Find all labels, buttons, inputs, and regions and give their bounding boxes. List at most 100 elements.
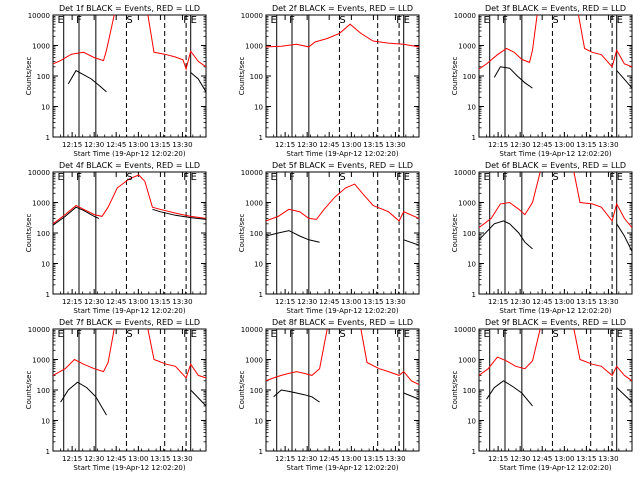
plot-frame xyxy=(478,328,633,452)
black-events-series-line xyxy=(152,208,206,220)
y-tick-label: 1000 xyxy=(458,200,476,208)
y-tick-label: 10000 xyxy=(454,326,476,334)
red-lld-series-line xyxy=(479,329,541,376)
red-lld-series-line xyxy=(53,174,206,225)
phase-marker-e: E xyxy=(270,15,276,26)
phase-marker-s: S xyxy=(552,172,558,183)
chart-panel-det5: Det 5f BLACK = Events, RED = LLD 1 10 100 10… xyxy=(238,161,420,315)
x-tick-label: 12:30 xyxy=(84,298,104,306)
x-tick-label: 12:45 xyxy=(319,141,339,149)
y-tick-label: 10 xyxy=(41,104,50,112)
y-tick-label: 10000 xyxy=(454,12,476,20)
y-tick-label: 100 xyxy=(250,73,263,81)
y-axis-label: Counts/sec xyxy=(451,371,459,410)
y-tick-label: 100 xyxy=(37,73,50,81)
x-tick-label: 13:30 xyxy=(172,455,192,463)
y-tick-label: 10000 xyxy=(454,169,476,177)
x-axis-label: Start Time (19-Apr-12 12:02:20) xyxy=(286,307,398,315)
chart-panel-det4: Det 4f BLACK = Events, RED = LLD 1 10 100 10… xyxy=(25,161,207,315)
x-tick-label: 13:30 xyxy=(385,298,405,306)
phase-marker-e: E xyxy=(191,172,197,183)
plot-frame xyxy=(478,14,633,138)
phase-marker-e: E xyxy=(191,329,197,340)
phase-marker-f: F xyxy=(609,15,615,26)
phase-marker-f: F xyxy=(183,329,189,340)
chart-title: Det 7f BLACK = Events, RED = LLD xyxy=(59,318,200,327)
x-tick-label: 12:15 xyxy=(62,298,82,306)
y-axis-label: Counts/sec xyxy=(451,57,459,96)
x-tick-label: 12:45 xyxy=(532,298,552,306)
red-lld-series-line xyxy=(573,172,632,228)
black-events-series-line xyxy=(190,72,206,93)
x-tick-label: 12:30 xyxy=(297,141,317,149)
phase-marker-f: F xyxy=(289,15,295,26)
phase-marker-e: E xyxy=(57,172,63,183)
phase-marker-e: E xyxy=(617,329,623,340)
phase-marker-s: S xyxy=(339,329,345,340)
x-tick-label: 13:00 xyxy=(554,455,574,463)
chart-title: Det 1f BLACK = Events, RED = LLD xyxy=(59,4,200,13)
black-events-series-line xyxy=(616,387,632,403)
black-events-series-line xyxy=(53,206,100,226)
red-lld-series-line xyxy=(573,329,632,382)
y-tick-label: 100 xyxy=(250,387,263,395)
y-tick-label: 10000 xyxy=(241,12,263,20)
x-tick-label: 12:15 xyxy=(488,455,508,463)
x-tick-label: 13:00 xyxy=(341,141,361,149)
y-tick-label: 10 xyxy=(41,418,50,426)
x-tick-label: 13:30 xyxy=(598,141,618,149)
black-events-series-line xyxy=(616,70,632,89)
phase-marker-e: E xyxy=(617,15,623,26)
x-tick-label: 13:15 xyxy=(576,298,596,306)
chart-title: Det 4f BLACK = Events, RED = LLD xyxy=(59,161,200,170)
x-tick-label: 13:15 xyxy=(150,298,170,306)
x-tick-label: 12:30 xyxy=(297,455,317,463)
y-axis-label: Counts/sec xyxy=(25,371,33,410)
y-tick-label: 1000 xyxy=(245,200,263,208)
x-tick-label: 13:15 xyxy=(150,141,170,149)
phase-marker-s: S xyxy=(126,15,132,26)
phase-marker-e: E xyxy=(57,329,63,340)
phase-marker-f: F xyxy=(289,329,295,340)
x-axis-label: Start Time (19-Apr-12 12:02:20) xyxy=(73,307,185,315)
black-events-series-line xyxy=(403,239,419,246)
chart-title: Det 5f BLACK = Events, RED = LLD xyxy=(272,161,413,170)
phase-marker-e: E xyxy=(404,172,410,183)
phase-marker-f: F xyxy=(502,329,508,340)
plot-frame xyxy=(52,328,207,452)
y-tick-label: 100 xyxy=(37,387,50,395)
x-tick-label: 13:00 xyxy=(341,298,361,306)
y-tick-label: 100 xyxy=(463,387,476,395)
chart-title: Det 9f BLACK = Events, RED = LLD xyxy=(485,318,626,327)
chart-panel-det9: Det 9f BLACK = Events, RED = LLD 1 10 100 10… xyxy=(451,318,633,472)
black-events-series-line xyxy=(486,380,533,407)
phase-marker-e: E xyxy=(404,15,410,26)
x-tick-label: 13:15 xyxy=(363,455,383,463)
x-axis-label: Start Time (19-Apr-12 12:02:20) xyxy=(73,150,185,158)
y-tick-label: 1 xyxy=(46,134,50,142)
x-tick-label: 13:30 xyxy=(172,141,192,149)
y-tick-label: 10 xyxy=(254,261,263,269)
black-events-series-line xyxy=(273,389,320,403)
y-tick-label: 100 xyxy=(37,230,50,238)
x-axis-label: Start Time (19-Apr-12 12:02:20) xyxy=(286,150,398,158)
red-lld-series-line xyxy=(53,329,115,376)
y-tick-label: 100 xyxy=(463,73,476,81)
phase-marker-e: E xyxy=(270,329,276,340)
y-tick-label: 10000 xyxy=(28,12,50,20)
phase-marker-s: S xyxy=(339,15,345,26)
y-tick-label: 10 xyxy=(254,418,263,426)
x-tick-label: 12:45 xyxy=(319,298,339,306)
phase-marker-e: E xyxy=(483,172,489,183)
x-tick-label: 13:30 xyxy=(385,141,405,149)
chart-title: Det 3f BLACK = Events, RED = LLD xyxy=(485,4,626,13)
y-tick-label: 1 xyxy=(472,448,476,456)
y-axis-label: Counts/sec xyxy=(25,57,33,96)
phase-marker-f: F xyxy=(396,172,402,183)
y-tick-label: 1000 xyxy=(458,357,476,365)
phase-marker-f: F xyxy=(183,15,189,26)
x-tick-label: 13:00 xyxy=(554,141,574,149)
red-lld-series-line xyxy=(578,15,632,68)
plot-frame xyxy=(52,171,207,295)
